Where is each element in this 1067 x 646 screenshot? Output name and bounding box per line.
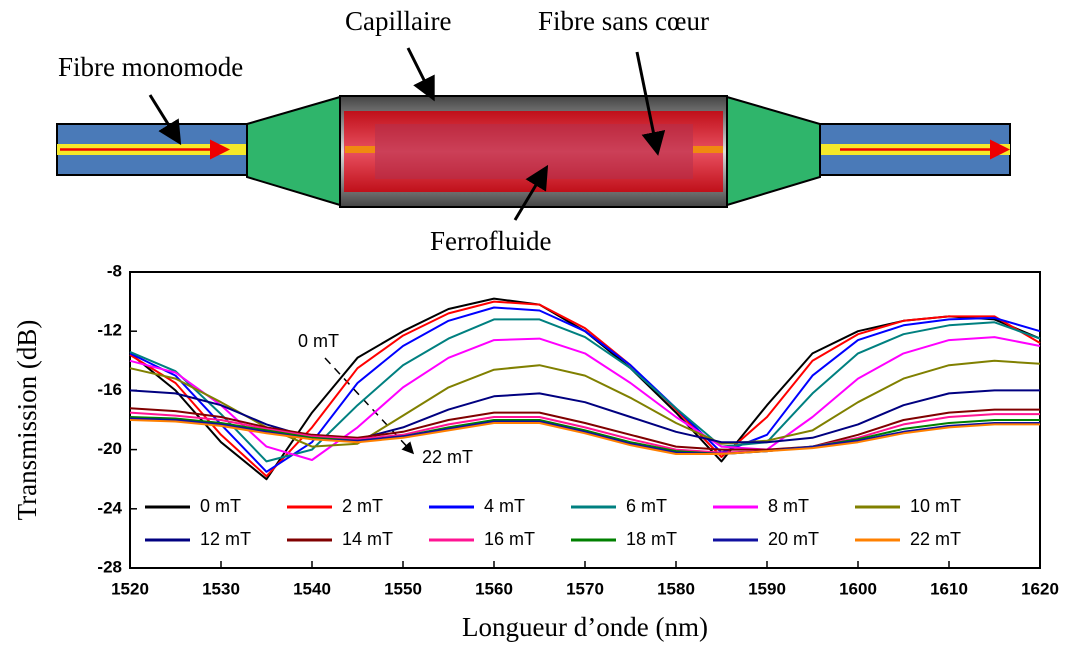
series-line [129,318,1041,463]
legend-label: 6 mT [626,496,667,516]
x-tick-label: 1520 [111,579,149,598]
x-tick-label: 1590 [748,579,786,598]
right-connector [726,95,821,207]
pointer-arrow [148,94,182,146]
series-line [129,419,1040,455]
x-tick-label: 1550 [384,579,422,598]
legend-label: 0 mT [200,496,241,516]
legend-label: 2 mT [342,496,383,516]
shift-arrow [324,357,415,455]
x-tick-label: 1620 [1021,579,1059,598]
series-line [129,389,1040,444]
legend-label: 16 mT [484,529,535,549]
annotation: 0 mT [298,331,339,351]
annotation: 22 mT [422,447,473,467]
y-tick-label: -8 [107,261,122,280]
legend-label: 8 mT [768,496,809,516]
legend-label: 22 mT [910,529,961,549]
diagram-label: Fibre sans cœur [538,6,709,36]
x-tick-label: 1530 [202,579,240,598]
fiber-diagram: Fibre monomode Capillaire Fibre sans cœu… [56,6,1011,256]
legend-label: 10 mT [910,496,961,516]
x-tick-label: 1560 [475,579,513,598]
series-line [129,407,1040,451]
legend-label: 14 mT [342,529,393,549]
x-tick-label: 1570 [566,579,604,598]
y-tick-label: -20 [97,439,122,458]
legend-label: 12 mT [200,529,251,549]
y-tick-label: -12 [97,321,122,340]
x-axis-label: Longueur d’onde (nm) [462,612,708,642]
pointer-arrow [513,164,549,221]
y-tick-label: -16 [97,380,122,399]
pointer-arrow [406,47,435,102]
x-tick-label: 1610 [930,579,968,598]
core-end [693,146,723,153]
diagram-label: Capillaire [345,6,451,36]
series-line [129,336,1041,461]
y-tick-label: -28 [97,557,122,576]
pointer-arrow [635,51,666,156]
x-tick-label: 1600 [839,579,877,598]
legend-label: 20 mT [768,529,819,549]
left-connector [246,95,341,207]
core-end [345,146,375,153]
x-tick-label: 1580 [657,579,695,598]
diagram-label: Fibre monomode [58,52,243,82]
y-tick-label: -24 [97,498,122,517]
series-line [129,300,1041,478]
legend-label: 4 mT [484,496,525,516]
series-line [129,416,1040,455]
y-axis-label: Transmission (dB) [12,320,42,521]
legend-label: 18 mT [626,529,677,549]
series-line [129,306,1041,473]
coreless-fiber [375,124,693,179]
x-tick-label: 1540 [293,579,331,598]
diagram-label: Ferrofluide [430,226,551,256]
series-line [129,411,1040,454]
